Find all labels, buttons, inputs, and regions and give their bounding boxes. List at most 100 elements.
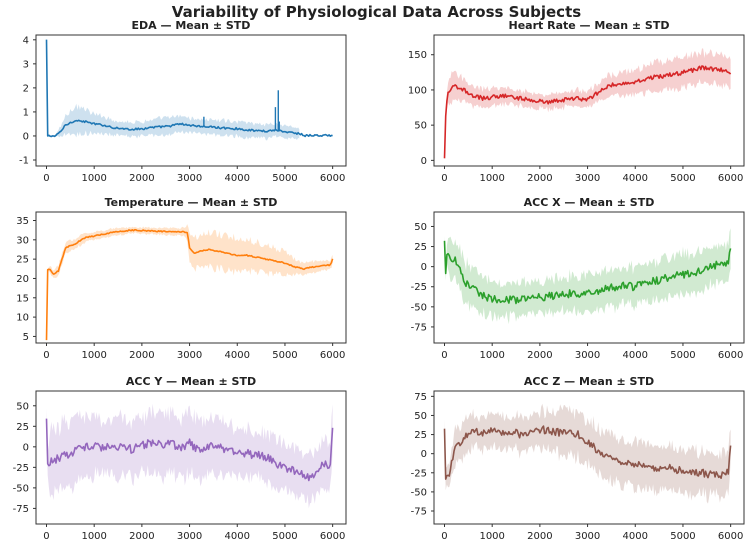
x-tick-label: 5000 <box>272 173 297 184</box>
x-tick-label: 0 <box>43 173 49 184</box>
y-tick-label: -1 <box>19 155 29 166</box>
axes-frame <box>35 211 347 344</box>
x-tick-label: 1000 <box>81 173 106 184</box>
y-tick-label: -50 <box>13 483 29 494</box>
subplot-title: Temperature — Mean ± STD <box>105 196 278 209</box>
y-tick-label: -50 <box>411 302 427 313</box>
axes-frame <box>35 390 347 525</box>
x-tick-label: 5000 <box>670 173 695 184</box>
axes-frame <box>433 211 745 344</box>
mean-line <box>45 39 333 138</box>
x-tick-label: 6000 <box>718 531 743 542</box>
y-tick-label: -75 <box>411 507 427 518</box>
x-tick-label: 4000 <box>225 350 250 361</box>
x-tick-label: 2000 <box>129 350 154 361</box>
x-tick-label: 1000 <box>81 531 106 542</box>
x-tick-label: 4000 <box>623 350 648 361</box>
x-tick-label: 3000 <box>177 350 202 361</box>
mean-line <box>45 228 334 341</box>
subplot-title: EDA — Mean ± STD <box>132 19 251 32</box>
x-tick-label: 5000 <box>670 531 695 542</box>
x-tick-label: 1000 <box>81 350 106 361</box>
y-tick-label: 25 <box>414 242 427 253</box>
y-tick-label: 75 <box>414 392 427 403</box>
y-tick-label: 0 <box>23 131 29 142</box>
x-tick-label: 6000 <box>320 531 345 542</box>
std-band <box>444 403 731 504</box>
x-tick-label: 2000 <box>527 350 552 361</box>
chart-panel-6: 0 1000 2000 3000 4000 5000 6000 -75 -50 -25 0 25 50 7… <box>411 375 745 542</box>
x-tick-label: 1000 <box>479 173 504 184</box>
y-tick-label: -25 <box>411 468 427 479</box>
y-tick-label: 3 <box>23 59 29 70</box>
x-tick-label: 1000 <box>479 531 504 542</box>
x-tick-label: 0 <box>441 350 447 361</box>
y-tick-label: -25 <box>411 282 427 293</box>
y-tick-label: 25 <box>16 422 29 433</box>
x-tick-label: 6000 <box>320 173 345 184</box>
chart-panel-2: 0 1000 2000 3000 4000 5000 6000 0 50 100 150 Heart … <box>408 19 745 184</box>
std-band <box>444 48 731 159</box>
y-tick-label: 35 <box>16 216 29 227</box>
y-tick-label: 15 <box>16 293 29 304</box>
x-tick-label: 6000 <box>320 350 345 361</box>
chart-panel-4: 0 1000 2000 3000 4000 5000 6000 -75 -50 -25 0 25 50 A… <box>411 196 745 361</box>
x-tick-label: 2000 <box>527 531 552 542</box>
y-tick-label: -25 <box>13 463 29 474</box>
x-tick-label: 3000 <box>177 173 202 184</box>
x-tick-label: 2000 <box>129 531 154 542</box>
std-band <box>46 403 333 509</box>
y-tick-label: 4 <box>23 35 29 46</box>
chart-panel-5: 0 1000 2000 3000 4000 5000 6000 -75 -50 -25 0 25 50 A… <box>13 375 347 542</box>
x-tick-label: 2000 <box>527 173 552 184</box>
x-tick-label: 5000 <box>272 531 297 542</box>
x-tick-label: 0 <box>43 531 49 542</box>
subplot-title: ACC Z — Mean ± STD <box>524 375 654 388</box>
mean-line <box>443 240 732 305</box>
y-tick-label: 25 <box>414 430 427 441</box>
mean-line <box>443 65 732 159</box>
mean-line <box>443 425 732 480</box>
x-tick-label: 6000 <box>718 173 743 184</box>
x-tick-label: 4000 <box>623 173 648 184</box>
x-tick-label: 0 <box>441 173 447 184</box>
x-tick-label: 5000 <box>272 350 297 361</box>
chart-panel-3: 0 1000 2000 3000 4000 5000 6000 5 10 15 20 25 30 35 Te… <box>16 196 347 361</box>
mean-line <box>45 418 334 482</box>
x-tick-label: 4000 <box>225 173 250 184</box>
y-tick-label: 20 <box>16 274 29 285</box>
x-tick-label: 3000 <box>575 350 600 361</box>
y-tick-label: 50 <box>414 121 427 132</box>
y-tick-label: 50 <box>414 222 427 233</box>
y-tick-label: -75 <box>13 504 29 515</box>
x-tick-label: 3000 <box>575 531 600 542</box>
y-tick-label: 2 <box>23 83 29 94</box>
x-tick-label: 5000 <box>670 350 695 361</box>
x-tick-label: 6000 <box>718 350 743 361</box>
y-tick-label: 150 <box>408 50 427 61</box>
y-tick-label: -50 <box>411 487 427 498</box>
y-tick-label: 0 <box>421 262 427 273</box>
x-tick-label: 3000 <box>177 531 202 542</box>
subplot-title: ACC Y — Mean ± STD <box>126 375 256 388</box>
y-tick-label: 25 <box>16 255 29 266</box>
axes-frame <box>35 34 347 167</box>
y-tick-label: 0 <box>421 449 427 460</box>
subplot-title: ACC X — Mean ± STD <box>524 196 655 209</box>
x-tick-label: 4000 <box>225 531 250 542</box>
y-tick-label: 5 <box>23 332 29 343</box>
x-tick-label: 2000 <box>129 173 154 184</box>
y-tick-label: 100 <box>408 85 427 96</box>
y-tick-label: -75 <box>411 322 427 333</box>
x-tick-label: 0 <box>441 531 447 542</box>
subplot-title: Heart Rate — Mean ± STD <box>509 19 670 32</box>
std-band <box>444 228 731 325</box>
y-tick-label: 0 <box>421 156 427 167</box>
y-tick-label: 50 <box>16 401 29 412</box>
x-tick-label: 1000 <box>479 350 504 361</box>
figure-title: Variability of Physiological Data Across… <box>171 3 582 21</box>
axes-frame <box>433 34 745 167</box>
x-tick-label: 3000 <box>575 173 600 184</box>
x-tick-label: 4000 <box>623 531 648 542</box>
